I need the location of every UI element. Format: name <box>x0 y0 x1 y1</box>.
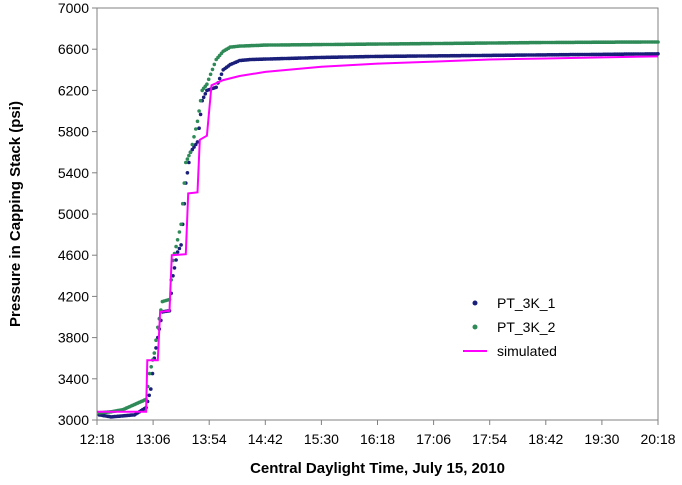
data-point <box>195 140 200 144</box>
x-tick-label: 13:06 <box>136 431 171 447</box>
data-point <box>201 95 206 100</box>
series-pt-3k-1 <box>97 52 660 419</box>
data-point <box>177 230 182 234</box>
axes: 12:18 13:06 13:54 14:42 15:30 16:18 17:06 17:54… <box>58 0 676 447</box>
data-point <box>147 371 152 376</box>
x-tick-label: 20:18 <box>640 431 675 447</box>
data-point <box>172 266 177 270</box>
data-point <box>177 246 182 251</box>
data-point <box>212 62 217 67</box>
data-point <box>197 109 201 113</box>
data-point <box>182 181 187 185</box>
data-point <box>197 126 201 130</box>
data-point <box>214 85 218 90</box>
data-point <box>184 160 188 165</box>
x-tick-label: 18:42 <box>528 431 563 447</box>
data-point <box>192 145 196 149</box>
y-tick-label: 5400 <box>58 165 89 181</box>
data-point <box>219 72 224 76</box>
data-point <box>198 98 203 103</box>
y-tick-label: 6600 <box>58 41 89 57</box>
data-point <box>152 351 157 355</box>
data-point <box>190 142 195 147</box>
plot-area <box>96 7 659 421</box>
x-tick-label: 13:54 <box>192 431 227 447</box>
y-tick-label: 3400 <box>58 371 89 387</box>
data-point <box>188 150 193 154</box>
legend-label: PT_3K_1 <box>497 295 556 311</box>
data-point <box>179 243 183 247</box>
data-point <box>175 250 180 254</box>
series-simulated <box>97 55 659 413</box>
x-tick-label: 15:30 <box>304 431 339 447</box>
data-point <box>187 160 191 165</box>
data-point <box>203 92 208 96</box>
legend-swatch-marker <box>472 300 478 306</box>
data-point <box>150 371 155 376</box>
y-tick-label: 3800 <box>58 330 89 346</box>
legend-label: simulated <box>497 343 557 359</box>
data-point <box>171 274 175 278</box>
data-point <box>185 171 190 175</box>
data-point <box>210 67 215 72</box>
data-point <box>154 338 158 343</box>
data-point <box>149 365 153 369</box>
data-point <box>185 157 190 161</box>
y-tick-label: 4200 <box>58 288 89 304</box>
plot-frame <box>96 7 659 421</box>
data-point <box>206 77 211 82</box>
legend: PT_3K_1 PT_3K_2 simulated <box>463 295 557 359</box>
x-axis-title: Central Daylight Time, July 15, 2010 <box>250 460 505 477</box>
y-tick-label: 4600 <box>58 247 89 263</box>
data-point <box>656 40 660 44</box>
data-point <box>656 52 660 56</box>
x-tick-label: 17:54 <box>472 431 507 447</box>
data-point <box>174 258 178 262</box>
data-point <box>187 153 191 158</box>
x-tick-label: 12:18 <box>79 431 114 447</box>
data-point <box>205 82 209 86</box>
data-point <box>217 76 222 81</box>
data-point <box>208 72 213 77</box>
data-point <box>194 142 198 147</box>
x-tick-label: 17:06 <box>416 431 451 447</box>
y-tick-label: 7000 <box>58 0 89 16</box>
data-point <box>174 244 178 249</box>
data-point <box>180 201 185 206</box>
data-point <box>149 387 153 391</box>
x-tick-label: 14:42 <box>248 431 283 447</box>
y-tick-label: 3000 <box>58 412 89 428</box>
y-tick-label: 5000 <box>58 206 89 222</box>
x-tick-label: 16:18 <box>360 431 395 447</box>
data-point <box>195 119 200 124</box>
data-point <box>154 346 158 350</box>
simulated-line <box>97 55 659 413</box>
x-tick-label: 19:30 <box>584 431 619 447</box>
series-layer <box>97 40 660 419</box>
y-axis-title: Pressure in Capping Stack (psi) <box>7 101 24 327</box>
y-tick-label: 5800 <box>58 124 89 140</box>
data-point <box>147 393 151 398</box>
legend-swatch-marker <box>472 324 478 330</box>
data-point <box>192 135 196 139</box>
data-point <box>179 222 183 227</box>
data-point <box>198 112 203 117</box>
data-point <box>175 238 180 242</box>
legend-label: PT_3K_2 <box>497 319 556 335</box>
data-point <box>194 127 198 131</box>
y-tick-label: 6200 <box>58 82 89 98</box>
